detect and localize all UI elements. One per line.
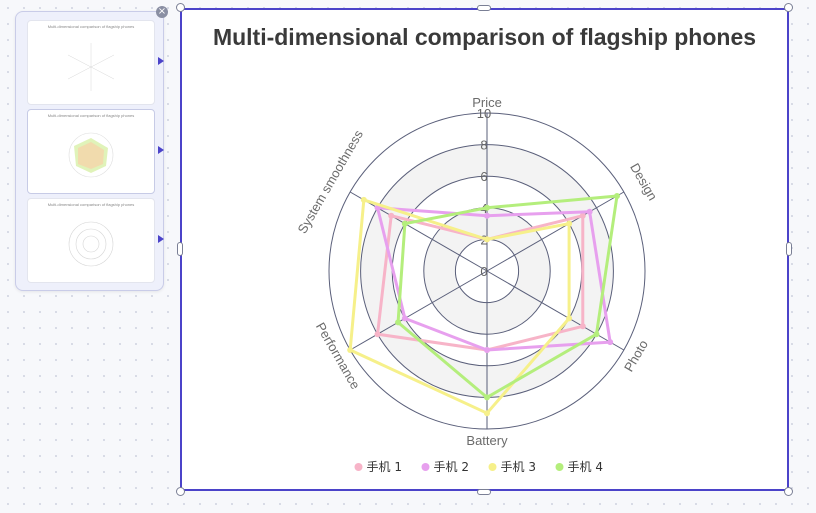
- thumbnail-1[interactable]: Multi-dimensional comparison of flagship…: [27, 20, 164, 105]
- series-point: [401, 315, 408, 322]
- series-point: [586, 208, 593, 215]
- indicator-label: Battery: [466, 433, 508, 448]
- legend-marker: [488, 463, 497, 471]
- thumbnail-arrow-icon: [158, 235, 164, 243]
- thumbnail-chart-preview: [68, 221, 114, 267]
- radial-tick-label: 6: [480, 169, 487, 184]
- series-point: [401, 220, 408, 227]
- thumbnail-2[interactable]: Multi-dimensional comparison of flagship…: [27, 109, 164, 194]
- radial-tick-label: 0: [480, 264, 487, 279]
- resize-handle-right[interactable]: [786, 242, 792, 256]
- resize-handle-top-right[interactable]: [784, 3, 793, 12]
- chart-container[interactable]: Multi-dimensional comparison of flagship…: [180, 8, 789, 491]
- series-point: [484, 347, 490, 353]
- thumbnail-chart-preview: [68, 132, 114, 178]
- thumbnail-arrow-icon: [158, 57, 164, 65]
- series-point: [374, 331, 381, 338]
- thumbnail-arrow-icon: [158, 146, 164, 154]
- series-point: [484, 212, 490, 219]
- legend-item-label: 手机 3: [501, 460, 536, 474]
- series-point: [484, 394, 490, 401]
- close-icon[interactable]: ×: [156, 6, 168, 18]
- thumbnail-3[interactable]: Multi-dimensional comparison of flagship…: [27, 198, 164, 283]
- series-point: [579, 212, 586, 219]
- radial-tick-label: 8: [480, 138, 487, 153]
- slide-thumbnail-panel: Multi-dimensional comparison of flagship…: [15, 11, 164, 291]
- indicator-label: Price: [472, 95, 502, 110]
- resize-handle-bottom[interactable]: [477, 489, 491, 495]
- resize-handle-bottom-right[interactable]: [784, 487, 793, 496]
- legend-item-label: 手机 1: [367, 460, 402, 474]
- thumbnail-title: Multi-dimensional comparison of flagship…: [47, 202, 135, 207]
- chart-title: Multi-dimensional comparison of flagship…: [212, 24, 757, 50]
- thumbnail-chart-preview: [67, 43, 115, 91]
- radial-tick-label: 10: [477, 106, 491, 121]
- series-point: [579, 323, 586, 330]
- legend-marker: [354, 463, 363, 471]
- resize-handle-left[interactable]: [177, 242, 183, 256]
- radar-chart: 0246810PriceDesignPhotoBatteryPerformanc…: [295, 95, 661, 474]
- series-point: [388, 212, 395, 219]
- series-point: [484, 410, 490, 417]
- legend-marker: [421, 463, 430, 471]
- resize-handle-bottom-left[interactable]: [176, 487, 185, 496]
- resize-handle-top-left[interactable]: [176, 3, 185, 12]
- legend-item-label: 手机 2: [434, 460, 469, 474]
- series-point: [484, 236, 490, 243]
- legend-marker: [555, 463, 564, 471]
- thumbnail-title: Multi-dimensional comparison of flagship…: [47, 24, 135, 29]
- indicator-label: Design: [627, 160, 660, 203]
- series-point: [484, 204, 490, 211]
- resize-handle-top[interactable]: [477, 5, 491, 11]
- radar-axis-line: [349, 270, 488, 351]
- legend-item-label: 手机 4: [568, 460, 603, 474]
- series-point: [347, 347, 354, 353]
- series-point: [593, 331, 600, 338]
- series-point: [566, 315, 573, 322]
- series-point: [613, 192, 620, 199]
- series-point: [360, 196, 367, 203]
- series-point: [607, 339, 614, 346]
- radar-axis-line: [486, 270, 625, 351]
- thumbnail-title: Multi-dimensional comparison of flagship…: [47, 113, 135, 118]
- series-point: [566, 220, 573, 227]
- radar-axis-line: [349, 191, 488, 272]
- series-point: [395, 319, 402, 326]
- radar-axis-line: [486, 191, 625, 272]
